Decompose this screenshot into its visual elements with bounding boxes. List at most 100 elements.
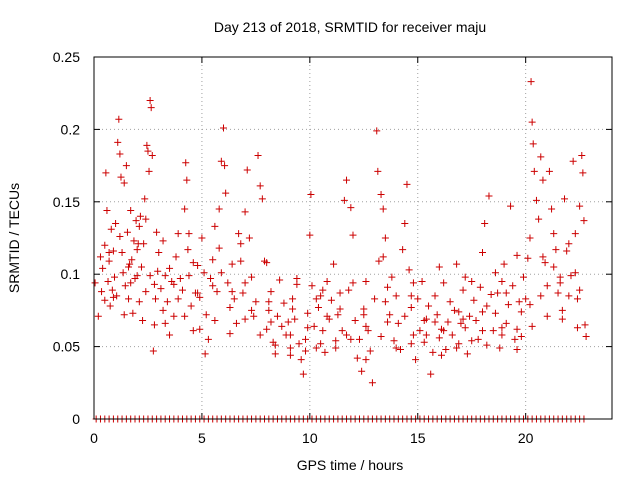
data-point [302,335,310,343]
data-point [543,312,551,320]
data-point [194,289,202,297]
data-point [211,317,219,325]
data-point [381,234,389,242]
data-point [182,159,190,167]
data-point [379,253,387,261]
data-point [194,262,202,270]
data-point [384,283,392,291]
data-point [580,217,588,225]
y-tick-label: 0.05 [53,339,80,355]
data-point [537,292,545,300]
data-point [116,233,124,241]
data-point [437,351,445,359]
x-tick-label: 0 [90,430,98,446]
data-point [289,295,297,303]
data-point [381,298,389,306]
data-point [174,295,182,303]
x-tick-label: 10 [302,430,318,446]
data-point [479,327,486,335]
data-point [235,230,243,238]
data-point [450,306,458,314]
data-point [552,246,560,254]
data-point [232,319,240,327]
data-point [189,259,197,267]
data-point [479,248,486,256]
data-point [184,246,192,254]
data-point [127,206,135,214]
data-point [123,228,131,236]
data-point [526,234,534,242]
data-point [161,319,169,327]
data-point [479,308,486,316]
data-point [101,296,109,304]
data-point [170,312,178,320]
data-points [91,78,590,423]
data-point [286,331,294,339]
data-point [343,331,351,339]
y-tick-label: 0.25 [53,49,80,65]
data-point [498,331,506,339]
data-point [377,332,385,340]
data-point [96,253,104,261]
data-point [358,367,366,375]
data-point [453,344,461,352]
data-point [148,151,156,159]
data-point [321,348,329,356]
data-point [239,289,247,297]
data-point [420,317,428,325]
data-point [517,308,525,316]
data-point [362,356,370,364]
data-point [237,257,245,265]
data-point [189,327,197,335]
data-point [569,157,577,165]
data-point [353,354,361,362]
data-point [461,324,469,332]
data-point [491,269,499,277]
data-point [496,344,504,352]
data-point [119,269,127,277]
data-point [141,195,149,203]
data-point [323,312,331,320]
data-point [146,272,154,280]
data-point [250,312,258,320]
data-point [304,324,312,332]
data-point [399,246,407,254]
data-point [140,240,148,248]
data-point [217,269,225,277]
data-point [159,306,167,314]
y-tick-label: 0.2 [61,121,81,137]
y-tick-label: 0 [72,411,80,427]
data-point [121,282,129,290]
data-point [364,327,372,335]
data-point [532,196,540,204]
data-point [130,237,138,245]
data-point [256,182,264,190]
data-point [142,215,150,223]
x-tick-label: 5 [198,430,206,446]
data-point [345,286,353,294]
data-point [355,335,363,343]
data-point [433,311,441,319]
data-point [98,288,106,296]
data-point [135,222,143,230]
data-point [243,166,251,174]
plot-frame [93,56,613,420]
data-point [220,124,227,132]
data-point [556,279,564,287]
data-point [136,212,144,220]
data-point [579,169,587,177]
data-point [185,230,193,238]
x-axis-label: GPS time / hours [297,457,404,473]
data-point [351,317,359,325]
data-point [515,298,523,306]
data-point [308,282,316,290]
data-point [527,78,535,86]
data-point [317,292,325,300]
data-point [563,247,571,255]
data-point [541,259,549,267]
data-point [481,220,489,228]
data-point [558,306,566,314]
data-point [230,295,238,303]
data-point [476,283,484,291]
data-point [407,340,415,348]
